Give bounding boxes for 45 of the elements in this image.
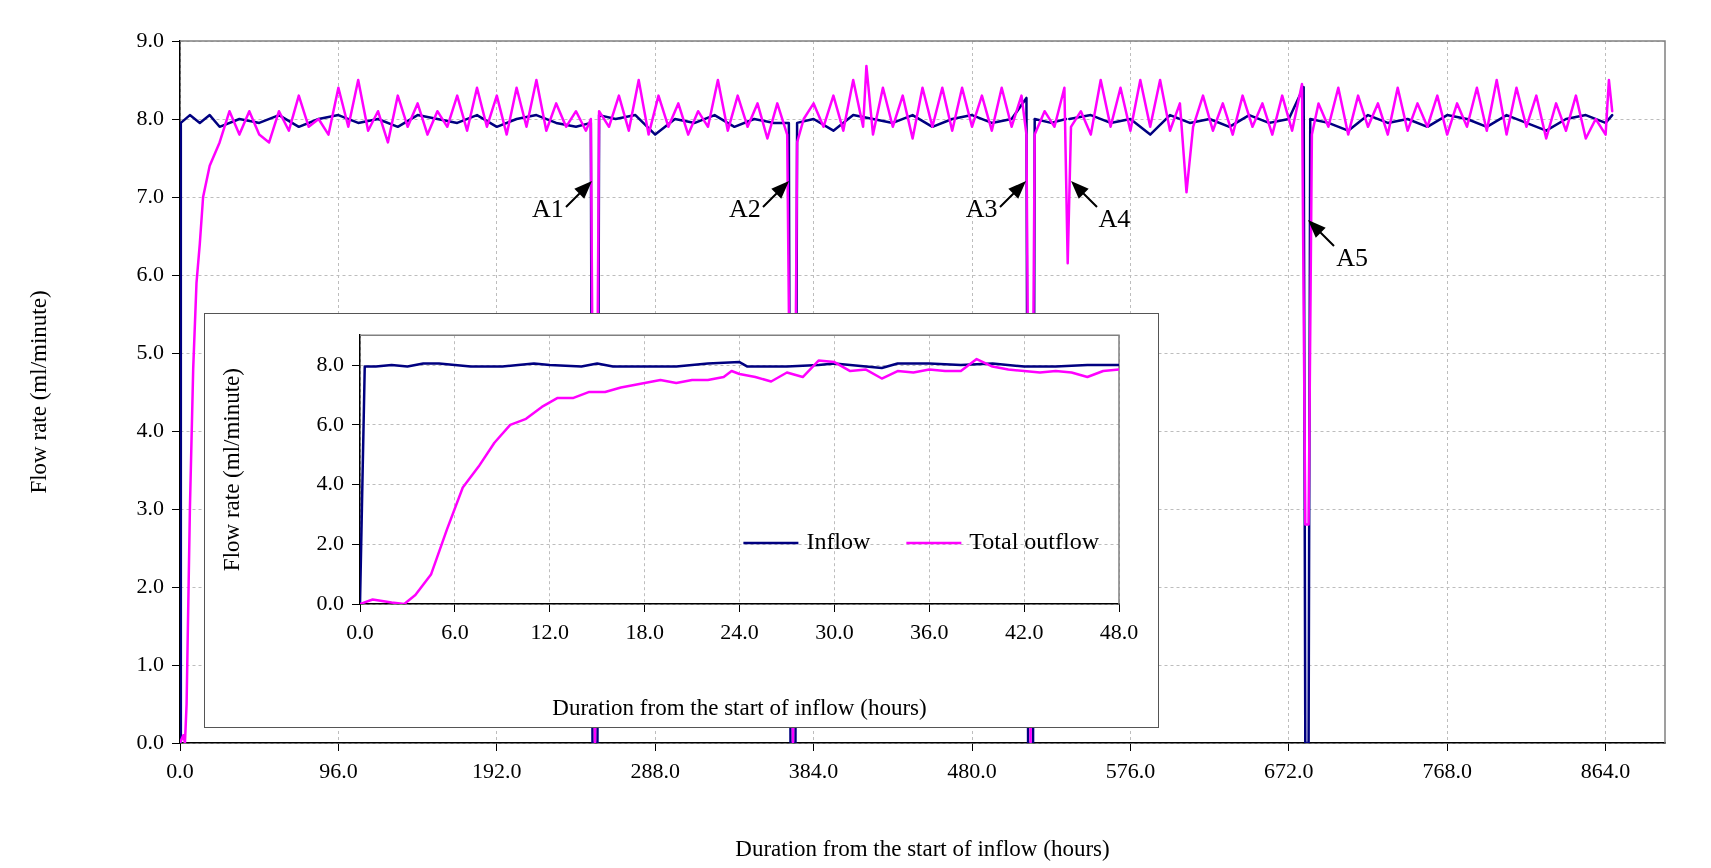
x-tick-label: 384.0	[788, 757, 839, 783]
x-tick-label: 24.0	[720, 618, 759, 644]
x-tick-label: 288.0	[630, 757, 680, 783]
legend-label: Inflow	[806, 528, 872, 555]
y-tick-label: 6.0	[136, 260, 164, 286]
x-tick-label: 42.0	[1004, 618, 1044, 644]
legend-label: Total outflow	[969, 528, 1100, 555]
x-axis-title: Duration from the start of inflow (hours)	[552, 695, 927, 721]
y-axis-title: Flow rate (ml/minute)	[218, 368, 244, 572]
annotation: A1	[531, 194, 564, 224]
y-tick-label: 2.0	[316, 530, 344, 556]
annotation: A2	[729, 194, 761, 224]
x-axis-title: Duration from the start of inflow (hours)	[735, 836, 1110, 862]
annotation: A4	[1098, 204, 1131, 234]
y-tick-label: 0.0	[136, 728, 164, 754]
y-tick-label: 9.0	[136, 26, 164, 52]
x-tick-label: 480.0	[947, 757, 997, 783]
x-tick-label: 30.0	[815, 618, 854, 644]
y-tick-label: 4.0	[316, 470, 344, 496]
y-tick-label: 2.0	[136, 572, 164, 598]
y-tick-label: 3.0	[136, 494, 164, 520]
y-tick-label: 8.0	[316, 350, 344, 376]
x-tick-label: 48.0	[1099, 618, 1139, 644]
y-tick-label: 5.0	[136, 338, 164, 364]
x-tick-label: 0.0	[166, 757, 194, 783]
y-tick-label: 4.0	[136, 416, 164, 442]
x-tick-label: 768.0	[1422, 757, 1472, 783]
y-tick-label: 8.0	[136, 104, 164, 130]
annotation: A3	[965, 194, 998, 224]
y-tick-label: 0.0	[316, 589, 344, 615]
x-tick-label: 864.0	[1580, 757, 1631, 783]
y-tick-label: 6.0	[316, 410, 344, 436]
x-tick-label: 96.0	[319, 757, 358, 783]
x-tick-label: 36.0	[910, 618, 949, 644]
x-tick-label: 6.0	[441, 618, 469, 644]
y-axis-title: Flow rate (ml/minute)	[25, 290, 51, 494]
annotation: A5	[1336, 243, 1369, 273]
x-tick-label: 576.0	[1105, 757, 1156, 783]
x-tick-label: 0.0	[346, 618, 374, 644]
x-tick-label: 18.0	[625, 618, 664, 644]
y-tick-label: 7.0	[136, 182, 164, 208]
x-tick-label: 12.0	[530, 618, 569, 644]
x-tick-label: 672.0	[1264, 757, 1314, 783]
y-tick-label: 1.0	[136, 650, 164, 676]
x-tick-label: 192.0	[472, 757, 522, 783]
